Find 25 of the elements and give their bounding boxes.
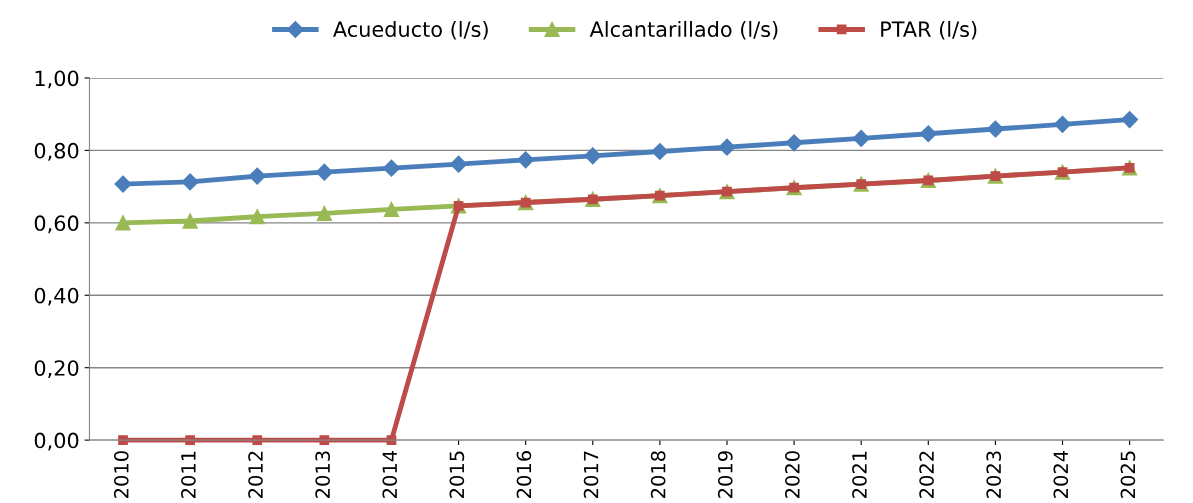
y-tick-label: 0,40 bbox=[34, 287, 79, 306]
x-tick-label: 2014 bbox=[382, 450, 398, 498]
x-tick-label: 2025 bbox=[1120, 451, 1136, 498]
x-tick-label: 2012 bbox=[248, 451, 263, 498]
x-tick-label: 2021 bbox=[852, 451, 867, 498]
y-tick-label: 0,80 bbox=[34, 142, 79, 161]
x-tick-label: 2018 bbox=[650, 451, 666, 498]
x-tick-label: 2019 bbox=[717, 451, 733, 498]
legend-label: Acueducto (l/s) bbox=[333, 20, 488, 40]
x-tick-label: 2024 bbox=[1053, 450, 1069, 498]
x-tick-label: 2011 bbox=[181, 451, 196, 498]
legend-label: Alcantarillado (l/s) bbox=[589, 20, 778, 40]
y-tick-label: 0,20 bbox=[34, 360, 79, 379]
x-tick-label: 2013 bbox=[315, 451, 330, 498]
x-tick-label: 2015 bbox=[449, 451, 465, 498]
x-tick-label: 2023 bbox=[986, 451, 1002, 498]
x-tick-label: 2017 bbox=[583, 451, 599, 498]
x-tick-label: 2020 bbox=[785, 451, 800, 498]
legend-label: PTAR (l/s) bbox=[881, 20, 977, 40]
y-tick-label: 1,00 bbox=[35, 70, 79, 89]
x-tick-label: 2022 bbox=[919, 451, 934, 498]
y-tick-label: 0,60 bbox=[34, 215, 79, 234]
y-tick-label: 0,00 bbox=[34, 432, 79, 451]
x-tick-label: 2016 bbox=[516, 451, 532, 498]
x-tick-label: 2010 bbox=[113, 451, 129, 498]
